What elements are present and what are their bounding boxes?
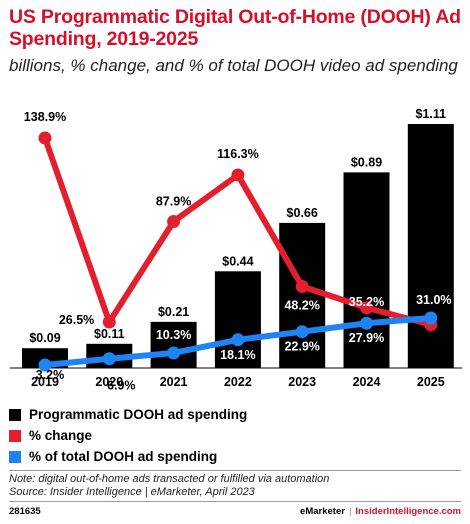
footer-divider bbox=[9, 470, 461, 471]
change-label-2022: 116.3% bbox=[217, 147, 259, 161]
change-label-2021: 87.9% bbox=[156, 194, 191, 208]
change-label-2020: 26.5% bbox=[59, 313, 94, 327]
x-tick-2023: 2023 bbox=[288, 375, 316, 389]
share-point-2023 bbox=[295, 325, 309, 339]
bar-label-2021: $0.21 bbox=[158, 305, 189, 319]
bar-2021 bbox=[150, 321, 197, 368]
x-tick-2019: 2019 bbox=[31, 375, 59, 389]
x-tick-2024: 2024 bbox=[353, 375, 381, 389]
chart-subtitle: billions, % change, and % of total DOOH … bbox=[9, 56, 458, 75]
share-point-2019 bbox=[38, 358, 52, 372]
change-label-2025: 24.9% bbox=[415, 334, 450, 348]
combo-chart: $0.09 $0.11 $0.21 $0.44 $0.66 $0.89 $1.11 138.9… bbox=[10, 107, 462, 393]
bar-label-2023: $0.66 bbox=[287, 206, 318, 220]
bar-label-2025: $1.11 bbox=[416, 107, 447, 121]
brand-insider: InsiderIntelligence.com bbox=[355, 506, 461, 517]
change-label-2023: 48.2% bbox=[284, 298, 319, 312]
legend-item-change: % change bbox=[9, 425, 247, 446]
bar-label-2020: $0.11 bbox=[94, 327, 125, 341]
x-tick-2020: 2020 bbox=[95, 375, 123, 389]
share-label-2019: 3.2% bbox=[36, 368, 65, 382]
x-tick-2025: 2025 bbox=[417, 375, 445, 389]
legend-label-share: % of total DOOH ad spending bbox=[29, 449, 218, 464]
chart-title: US Programmatic Digital Out-of-Home (DOO… bbox=[9, 6, 461, 50]
change-label-2024: 35.2% bbox=[349, 295, 384, 309]
change-point-2020 bbox=[102, 315, 116, 329]
bar-2024 bbox=[343, 172, 390, 368]
change-point-2024 bbox=[360, 301, 373, 315]
brand-emarketer: eMarketer bbox=[300, 506, 345, 517]
legend-swatch-share bbox=[9, 450, 21, 463]
bar-2023 bbox=[279, 222, 326, 368]
legend-swatch-change bbox=[9, 429, 21, 442]
share-point-2024 bbox=[360, 316, 373, 330]
x-tick-2021: 2021 bbox=[160, 375, 188, 389]
change-label-2019: 138.9% bbox=[24, 110, 66, 124]
legend-swatch-spending bbox=[9, 408, 21, 421]
chart-id: 281635 bbox=[9, 506, 41, 517]
footer-bar: 281635 eMarketer | InsiderIntelligence.com bbox=[9, 506, 461, 517]
change-point-2022 bbox=[231, 168, 245, 182]
share-label-2022: 18.1% bbox=[220, 348, 255, 362]
note-text: Note: digital out-of-home ads transacted… bbox=[9, 473, 330, 485]
share-point-2021 bbox=[167, 346, 181, 360]
share-label-2023: 22.9% bbox=[284, 340, 319, 354]
source-text: Source: Insider Intelligence | eMarketer… bbox=[9, 486, 255, 498]
share-label-2025: 31.0% bbox=[416, 293, 451, 307]
change-point-2023 bbox=[295, 279, 309, 293]
share-point-2022 bbox=[231, 333, 245, 347]
share-point-2020 bbox=[102, 352, 116, 366]
legend: Programmatic DOOH ad spending % change %… bbox=[9, 404, 247, 467]
legend-item-share: % of total DOOH ad spending bbox=[9, 446, 247, 467]
footer-note: Note: digital out-of-home ads transacted… bbox=[9, 473, 329, 499]
change-point-2021 bbox=[167, 214, 181, 228]
bar-2022 bbox=[214, 271, 261, 368]
bar-label-2024: $0.89 bbox=[351, 155, 382, 169]
legend-item-spending: Programmatic DOOH ad spending bbox=[9, 404, 247, 425]
share-label-2020: 6.9% bbox=[107, 379, 136, 393]
brand-separator: | bbox=[348, 506, 352, 517]
share-label-2024: 27.9% bbox=[349, 331, 384, 345]
share-label-2021: 10.3% bbox=[156, 328, 191, 342]
legend-label-spending: Programmatic DOOH ad spending bbox=[29, 407, 248, 422]
bar-label-2022: $0.44 bbox=[222, 254, 253, 268]
share-point-2025 bbox=[424, 311, 438, 325]
legend-label-change: % change bbox=[29, 428, 93, 443]
bar-2025 bbox=[407, 124, 454, 368]
change-point-2019 bbox=[38, 131, 52, 145]
brand-block: eMarketer | InsiderIntelligence.com bbox=[300, 506, 461, 517]
footer-divider-bottom bbox=[9, 501, 461, 502]
bar-label-2019: $0.09 bbox=[29, 331, 60, 345]
x-tick-2022: 2022 bbox=[224, 375, 252, 389]
